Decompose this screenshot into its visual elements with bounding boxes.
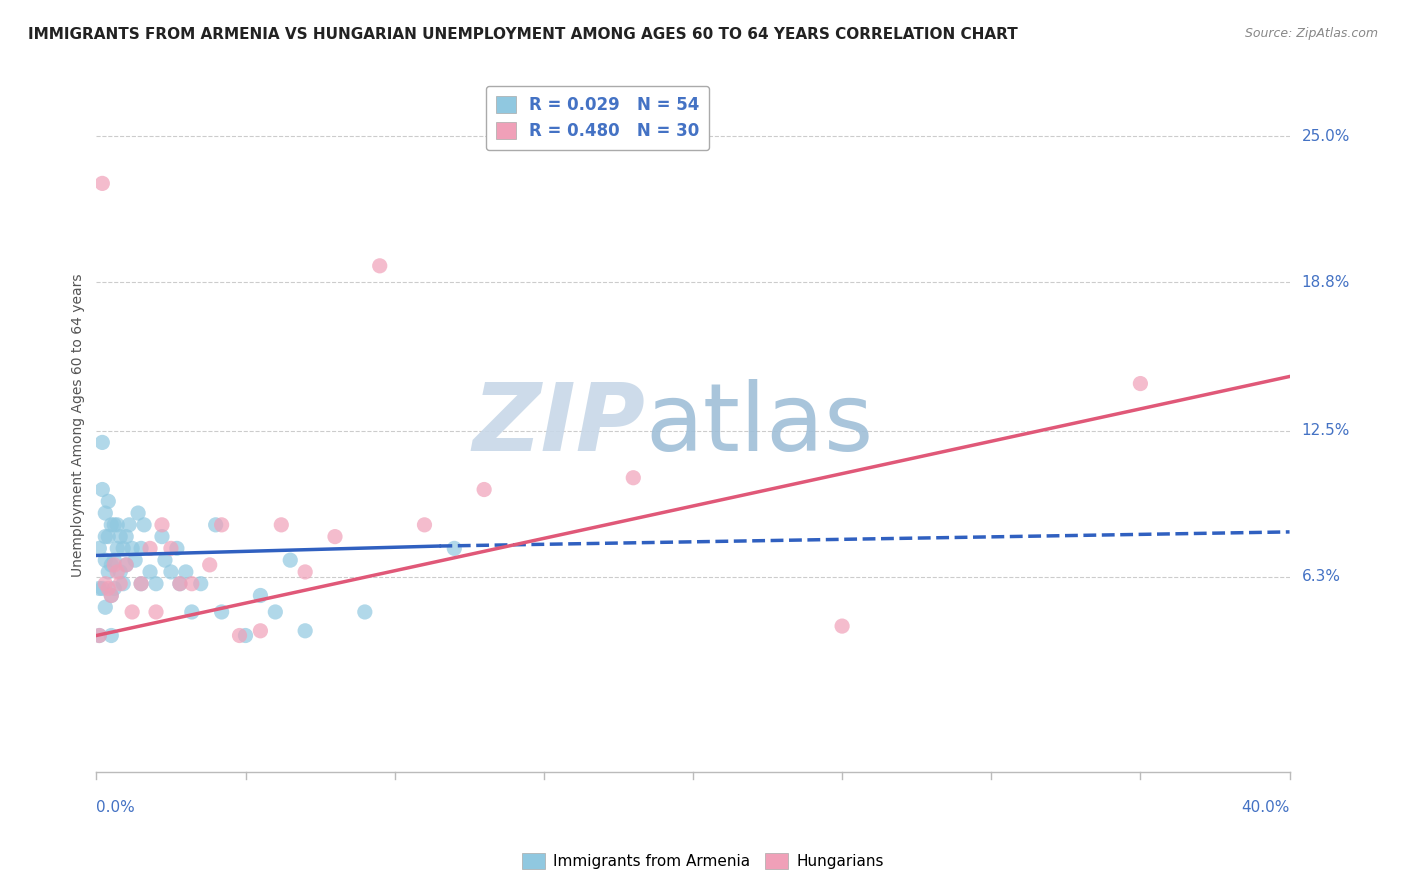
Point — [91, 483, 114, 497]
Point — [118, 517, 141, 532]
Point — [198, 558, 221, 572]
Text: 6.3%: 6.3% — [1302, 569, 1340, 584]
Point — [105, 541, 128, 556]
Point — [153, 553, 176, 567]
Point — [105, 517, 128, 532]
Point — [145, 605, 167, 619]
Point — [166, 541, 188, 556]
Text: 0.0%: 0.0% — [97, 800, 135, 815]
Point — [190, 576, 212, 591]
Point — [264, 605, 287, 619]
Point — [100, 558, 122, 572]
Point — [94, 553, 117, 567]
Legend: R = 0.029   N = 54, R = 0.480   N = 30: R = 0.029 N = 54, R = 0.480 N = 30 — [485, 86, 710, 151]
Point — [129, 576, 152, 591]
Point — [91, 582, 114, 596]
Text: atlas: atlas — [645, 379, 873, 471]
Point — [249, 624, 271, 638]
Point — [94, 506, 117, 520]
Point — [94, 576, 117, 591]
Point — [132, 517, 155, 532]
Point — [413, 517, 436, 532]
Point — [150, 517, 173, 532]
Point — [97, 582, 120, 596]
Point — [100, 589, 122, 603]
Point — [94, 530, 117, 544]
Point — [139, 565, 162, 579]
Point — [353, 605, 375, 619]
Point — [180, 605, 202, 619]
Point — [129, 541, 152, 556]
Point — [100, 628, 122, 642]
Y-axis label: Unemployment Among Ages 60 to 64 years: Unemployment Among Ages 60 to 64 years — [72, 273, 86, 576]
Point — [472, 483, 495, 497]
Point — [139, 541, 162, 556]
Point — [204, 517, 226, 532]
Point — [124, 553, 146, 567]
Point — [160, 541, 183, 556]
Point — [110, 565, 132, 579]
Point — [105, 565, 128, 579]
Point — [368, 259, 391, 273]
Text: 25.0%: 25.0% — [1302, 128, 1350, 144]
Point — [150, 530, 173, 544]
Point — [103, 582, 125, 596]
Point — [160, 565, 183, 579]
Point — [103, 517, 125, 532]
Point — [103, 558, 125, 572]
Point — [110, 576, 132, 591]
Text: Source: ZipAtlas.com: Source: ZipAtlas.com — [1244, 27, 1378, 40]
Point — [89, 541, 111, 556]
Point — [97, 494, 120, 508]
Text: 40.0%: 40.0% — [1241, 800, 1289, 815]
Point — [270, 517, 292, 532]
Point — [294, 624, 316, 638]
Point — [323, 530, 346, 544]
Point — [174, 565, 197, 579]
Point — [115, 558, 138, 572]
Point — [443, 541, 465, 556]
Point — [89, 628, 111, 642]
Point — [91, 435, 114, 450]
Text: 12.5%: 12.5% — [1302, 423, 1350, 438]
Point — [249, 589, 271, 603]
Point — [121, 605, 143, 619]
Text: IMMIGRANTS FROM ARMENIA VS HUNGARIAN UNEMPLOYMENT AMONG AGES 60 TO 64 YEARS CORR: IMMIGRANTS FROM ARMENIA VS HUNGARIAN UNE… — [28, 27, 1018, 42]
Point — [100, 517, 122, 532]
Point — [235, 628, 257, 642]
Point — [145, 576, 167, 591]
Point — [228, 628, 250, 642]
Point — [180, 576, 202, 591]
Point — [94, 600, 117, 615]
Point — [831, 619, 853, 633]
Point — [110, 530, 132, 544]
Point — [621, 471, 644, 485]
Point — [100, 589, 122, 603]
Point — [91, 177, 114, 191]
Point — [89, 628, 111, 642]
Text: ZIP: ZIP — [472, 379, 645, 471]
Point — [115, 558, 138, 572]
Point — [129, 576, 152, 591]
Point — [112, 541, 135, 556]
Point — [169, 576, 191, 591]
Point — [169, 576, 191, 591]
Point — [278, 553, 301, 567]
Point — [127, 506, 149, 520]
Point — [115, 530, 138, 544]
Point — [112, 576, 135, 591]
Point — [97, 530, 120, 544]
Point — [121, 541, 143, 556]
Point — [294, 565, 316, 579]
Point — [211, 605, 233, 619]
Text: 18.8%: 18.8% — [1302, 275, 1350, 290]
Point — [103, 553, 125, 567]
Point — [97, 565, 120, 579]
Point — [211, 517, 233, 532]
Point — [1129, 376, 1152, 391]
Point — [89, 582, 111, 596]
Legend: Immigrants from Armenia, Hungarians: Immigrants from Armenia, Hungarians — [516, 847, 890, 875]
